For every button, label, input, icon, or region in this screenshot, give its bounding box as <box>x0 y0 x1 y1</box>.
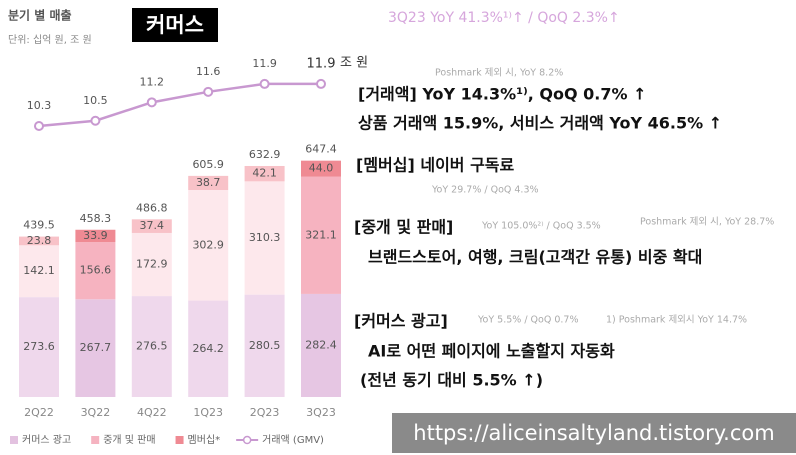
bar-segment <box>75 229 116 243</box>
value-label: 276.5 <box>136 340 168 353</box>
legend-label: 멤버십* <box>188 434 221 446</box>
note: AI로 어떤 페이지에 노출할지 자동화 <box>368 342 615 361</box>
note: [커머스 광고] <box>354 312 448 331</box>
bar-segment <box>75 242 116 300</box>
value-label: 156.6 <box>80 264 112 277</box>
x-tick-label: 3Q23 <box>306 406 336 419</box>
total-label: 439.5 <box>23 219 55 232</box>
badge: 커머스 <box>146 13 204 37</box>
value-label: 264.2 <box>192 342 224 355</box>
total-label: 632.9 <box>249 148 281 161</box>
gmv-label: 11.9 <box>252 57 277 70</box>
x-tick-label: 2Q22 <box>24 406 54 419</box>
total-label: 458.3 <box>80 212 112 225</box>
legend-label: 커머스 광고 <box>22 434 71 446</box>
gmv-label: 11.6 <box>196 65 221 78</box>
gmv-label: 10.5 <box>83 94 108 107</box>
note: YoY 105.0%²⁾ / QoQ 3.5% <box>481 221 601 232</box>
value-label: 280.5 <box>249 339 281 352</box>
headline: 3Q23 YoY 41.3%¹⁾↑ / QoQ 2.3%↑ <box>388 10 620 26</box>
gmv-point <box>316 78 326 89</box>
bar-segment <box>301 176 341 294</box>
chart-title: 분기 별 매출 <box>8 8 72 23</box>
watermark: https://aliceinsaltyland.tistory.com <box>413 421 774 445</box>
x-tick-label: 1Q23 <box>193 406 223 419</box>
legend-label: 거래액 (GMV) <box>262 434 324 446</box>
total-label: 486.8 <box>136 201 168 214</box>
value-label: 33.9 <box>83 229 108 242</box>
total-label: 647.4 <box>305 143 337 156</box>
note: [중개 및 판매] <box>354 218 453 237</box>
note: 1) Poshmark 제외시 YoY 14.7% <box>606 314 747 326</box>
value-label: 282.4 <box>305 338 337 351</box>
value-label: 44.0 <box>309 162 334 175</box>
value-label: 38.7 <box>196 176 221 189</box>
value-label: 37.4 <box>140 219 165 232</box>
bar-segment <box>301 293 341 397</box>
badge-bg <box>132 8 218 42</box>
note: (전년 동기 대비 5.5% ↑) <box>360 371 543 390</box>
gmv-label: 11.9 <box>307 56 336 71</box>
bar-segment <box>131 219 172 233</box>
note: YoY 29.7% / QoQ 4.3% <box>431 185 539 196</box>
value-label: 302.9 <box>192 238 224 251</box>
bar-segment <box>244 181 285 295</box>
bar-segment <box>75 299 116 397</box>
bar-segment <box>131 232 172 297</box>
note: [멤버십] 네이버 구독료 <box>356 156 515 175</box>
value-label: 142.1 <box>23 264 55 277</box>
legend-point <box>242 435 252 445</box>
gmv-point <box>259 78 270 89</box>
legend-swatch <box>91 436 100 444</box>
x-tick-label: 3Q22 <box>81 406 111 419</box>
bar-segment <box>188 190 229 301</box>
bar-segment <box>19 297 59 397</box>
note: Poshmark 제외 시, YoY 28.7% <box>640 216 774 228</box>
value-label: 310.3 <box>249 231 281 244</box>
bar-segment <box>188 175 229 191</box>
value-label: 321.1 <box>305 228 337 241</box>
bar-segment <box>19 245 59 298</box>
value-label: 267.7 <box>80 341 112 354</box>
gmv-label: 10.3 <box>27 99 52 112</box>
watermark-bg <box>392 413 796 453</box>
legend-label: 중개 및 판매 <box>103 434 155 446</box>
value-label: 273.6 <box>23 340 55 353</box>
bar-segment <box>244 165 285 182</box>
legend-swatch <box>175 436 184 444</box>
legend-swatch <box>10 436 18 444</box>
value-label: 42.1 <box>252 167 277 180</box>
gmv-label: 11.2 <box>140 75 165 88</box>
chart-subtitle: 단위: 십억 원, 조 원 <box>8 33 92 46</box>
note: Poshmark 제외 시, YoY 8.2% <box>435 67 563 79</box>
note: [거래액] YoY 14.3%¹⁾, QoQ 0.7% ↑ <box>358 85 647 104</box>
note: 상품 거래액 15.9%, 서비스 거래액 YoY 46.5% ↑ <box>358 114 722 133</box>
gmv-point <box>90 115 101 126</box>
gmv-line <box>38 82 321 128</box>
bar-segment <box>188 300 229 397</box>
note: YoY 5.5% / QoQ 0.7% <box>477 315 578 326</box>
x-tick-label: 2Q23 <box>250 406 280 419</box>
bar-segment <box>301 160 341 177</box>
gmv-point <box>146 97 157 108</box>
value-label: 23.8 <box>27 234 52 247</box>
note: 브랜드스토어, 여행, 크림(고객간 유통) 비중 확대 <box>368 248 702 267</box>
gmv-unit: 조 원 <box>340 55 368 70</box>
gmv-point <box>203 86 214 97</box>
total-label: 605.9 <box>192 158 224 171</box>
bar-segment <box>19 236 59 246</box>
x-tick-label: 4Q22 <box>137 406 167 419</box>
bar-segment <box>131 296 172 397</box>
value-label: 172.9 <box>136 258 168 271</box>
bar-segment <box>244 294 285 397</box>
gmv-point <box>34 121 44 132</box>
